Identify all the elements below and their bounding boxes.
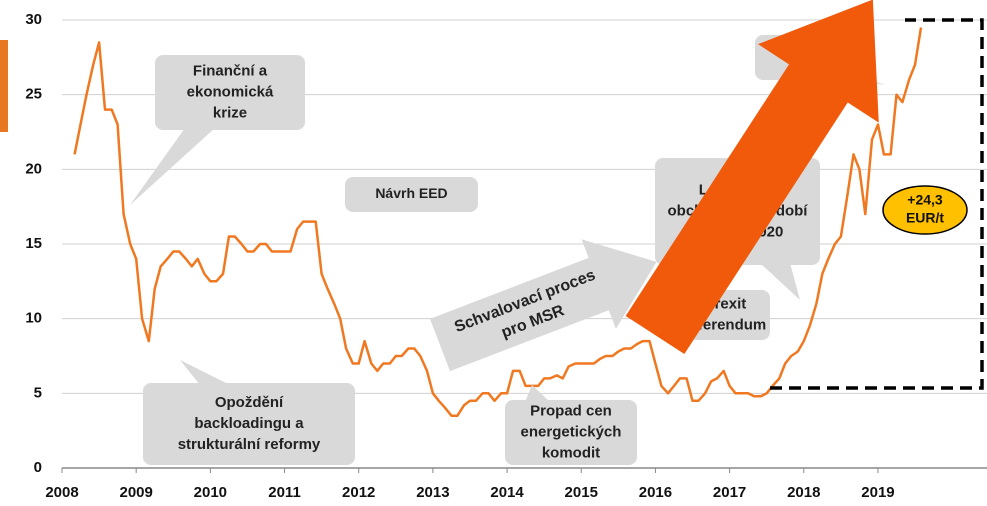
grid: 0 5 10 15 20 25 30 2008 2009 2010 2011 2012 2013 2014… — [25, 11, 987, 501]
annotation-box — [345, 177, 478, 212]
y-tick-label: 15 — [25, 235, 42, 252]
x-tick-label: 2009 — [119, 484, 152, 501]
annotation: Propad cen energetických komodit — [505, 385, 637, 465]
bracket — [770, 18, 984, 390]
annotation-text: ekonomická — [187, 83, 274, 100]
y-tick-label: 0 — [34, 459, 42, 476]
x-tick-label: 2016 — [639, 484, 672, 501]
annotation-box — [143, 383, 355, 465]
annotations: Finanční a ekonomická krize Návrh EED Opoždě… — [130, 0, 984, 465]
annotation-text: Finanční a — [193, 62, 268, 79]
annotation-text: energetických — [521, 423, 622, 440]
x-tick-label: 2015 — [565, 484, 598, 501]
badge-text: +24,3 — [907, 192, 943, 208]
big-arrow — [625, 0, 879, 355]
y-tick-label: 30 — [25, 11, 42, 28]
y-tick-label: 5 — [34, 384, 42, 401]
arrow-shape — [625, 0, 879, 355]
annotation-text: strukturální reformy — [178, 436, 321, 453]
annotation-box — [505, 400, 637, 465]
callout-pointer — [130, 128, 215, 205]
plot — [73, 27, 923, 417]
annotation: Finanční a ekonomická krize — [130, 55, 305, 205]
y-tick-label: 20 — [25, 160, 42, 177]
x-tick-label: 2019 — [861, 484, 894, 501]
annotation-text: krize — [213, 104, 247, 121]
annotation-text: backloadingu a — [194, 415, 304, 432]
callout-pointer — [180, 360, 230, 385]
x-tick-label: 2018 — [787, 484, 820, 501]
x-tick-label: 2014 — [490, 484, 524, 501]
cut-image — [0, 40, 8, 132]
annotation-text: Návrh EED — [375, 185, 447, 201]
badge-text: EUR/t — [906, 210, 944, 226]
annotation: Opoždění backloadingu a strukturální refor… — [143, 360, 355, 465]
y-tick-label: 25 — [25, 86, 42, 103]
annotation-text: Opoždění — [215, 394, 284, 411]
x-tick-label: 2010 — [194, 484, 227, 501]
y-tick-label: 10 — [25, 310, 42, 327]
x-tick-label: 2011 — [268, 484, 301, 501]
annotation: Návrh EED — [345, 177, 478, 212]
price-line — [73, 27, 923, 417]
annotation-box — [155, 55, 305, 130]
callout-pointer — [525, 385, 550, 402]
x-tick-label: 2012 — [342, 484, 375, 501]
annotation-text: Propad cen — [530, 402, 612, 419]
x-tick-label: 2013 — [416, 484, 449, 501]
annotation-text: komodit — [542, 444, 600, 461]
callout-pointer — [760, 263, 800, 300]
x-tick-label: 2008 — [45, 484, 78, 501]
arrow-shape — [429, 239, 657, 372]
change-badge — [882, 185, 968, 235]
x-tick-label: 2017 — [713, 484, 746, 501]
